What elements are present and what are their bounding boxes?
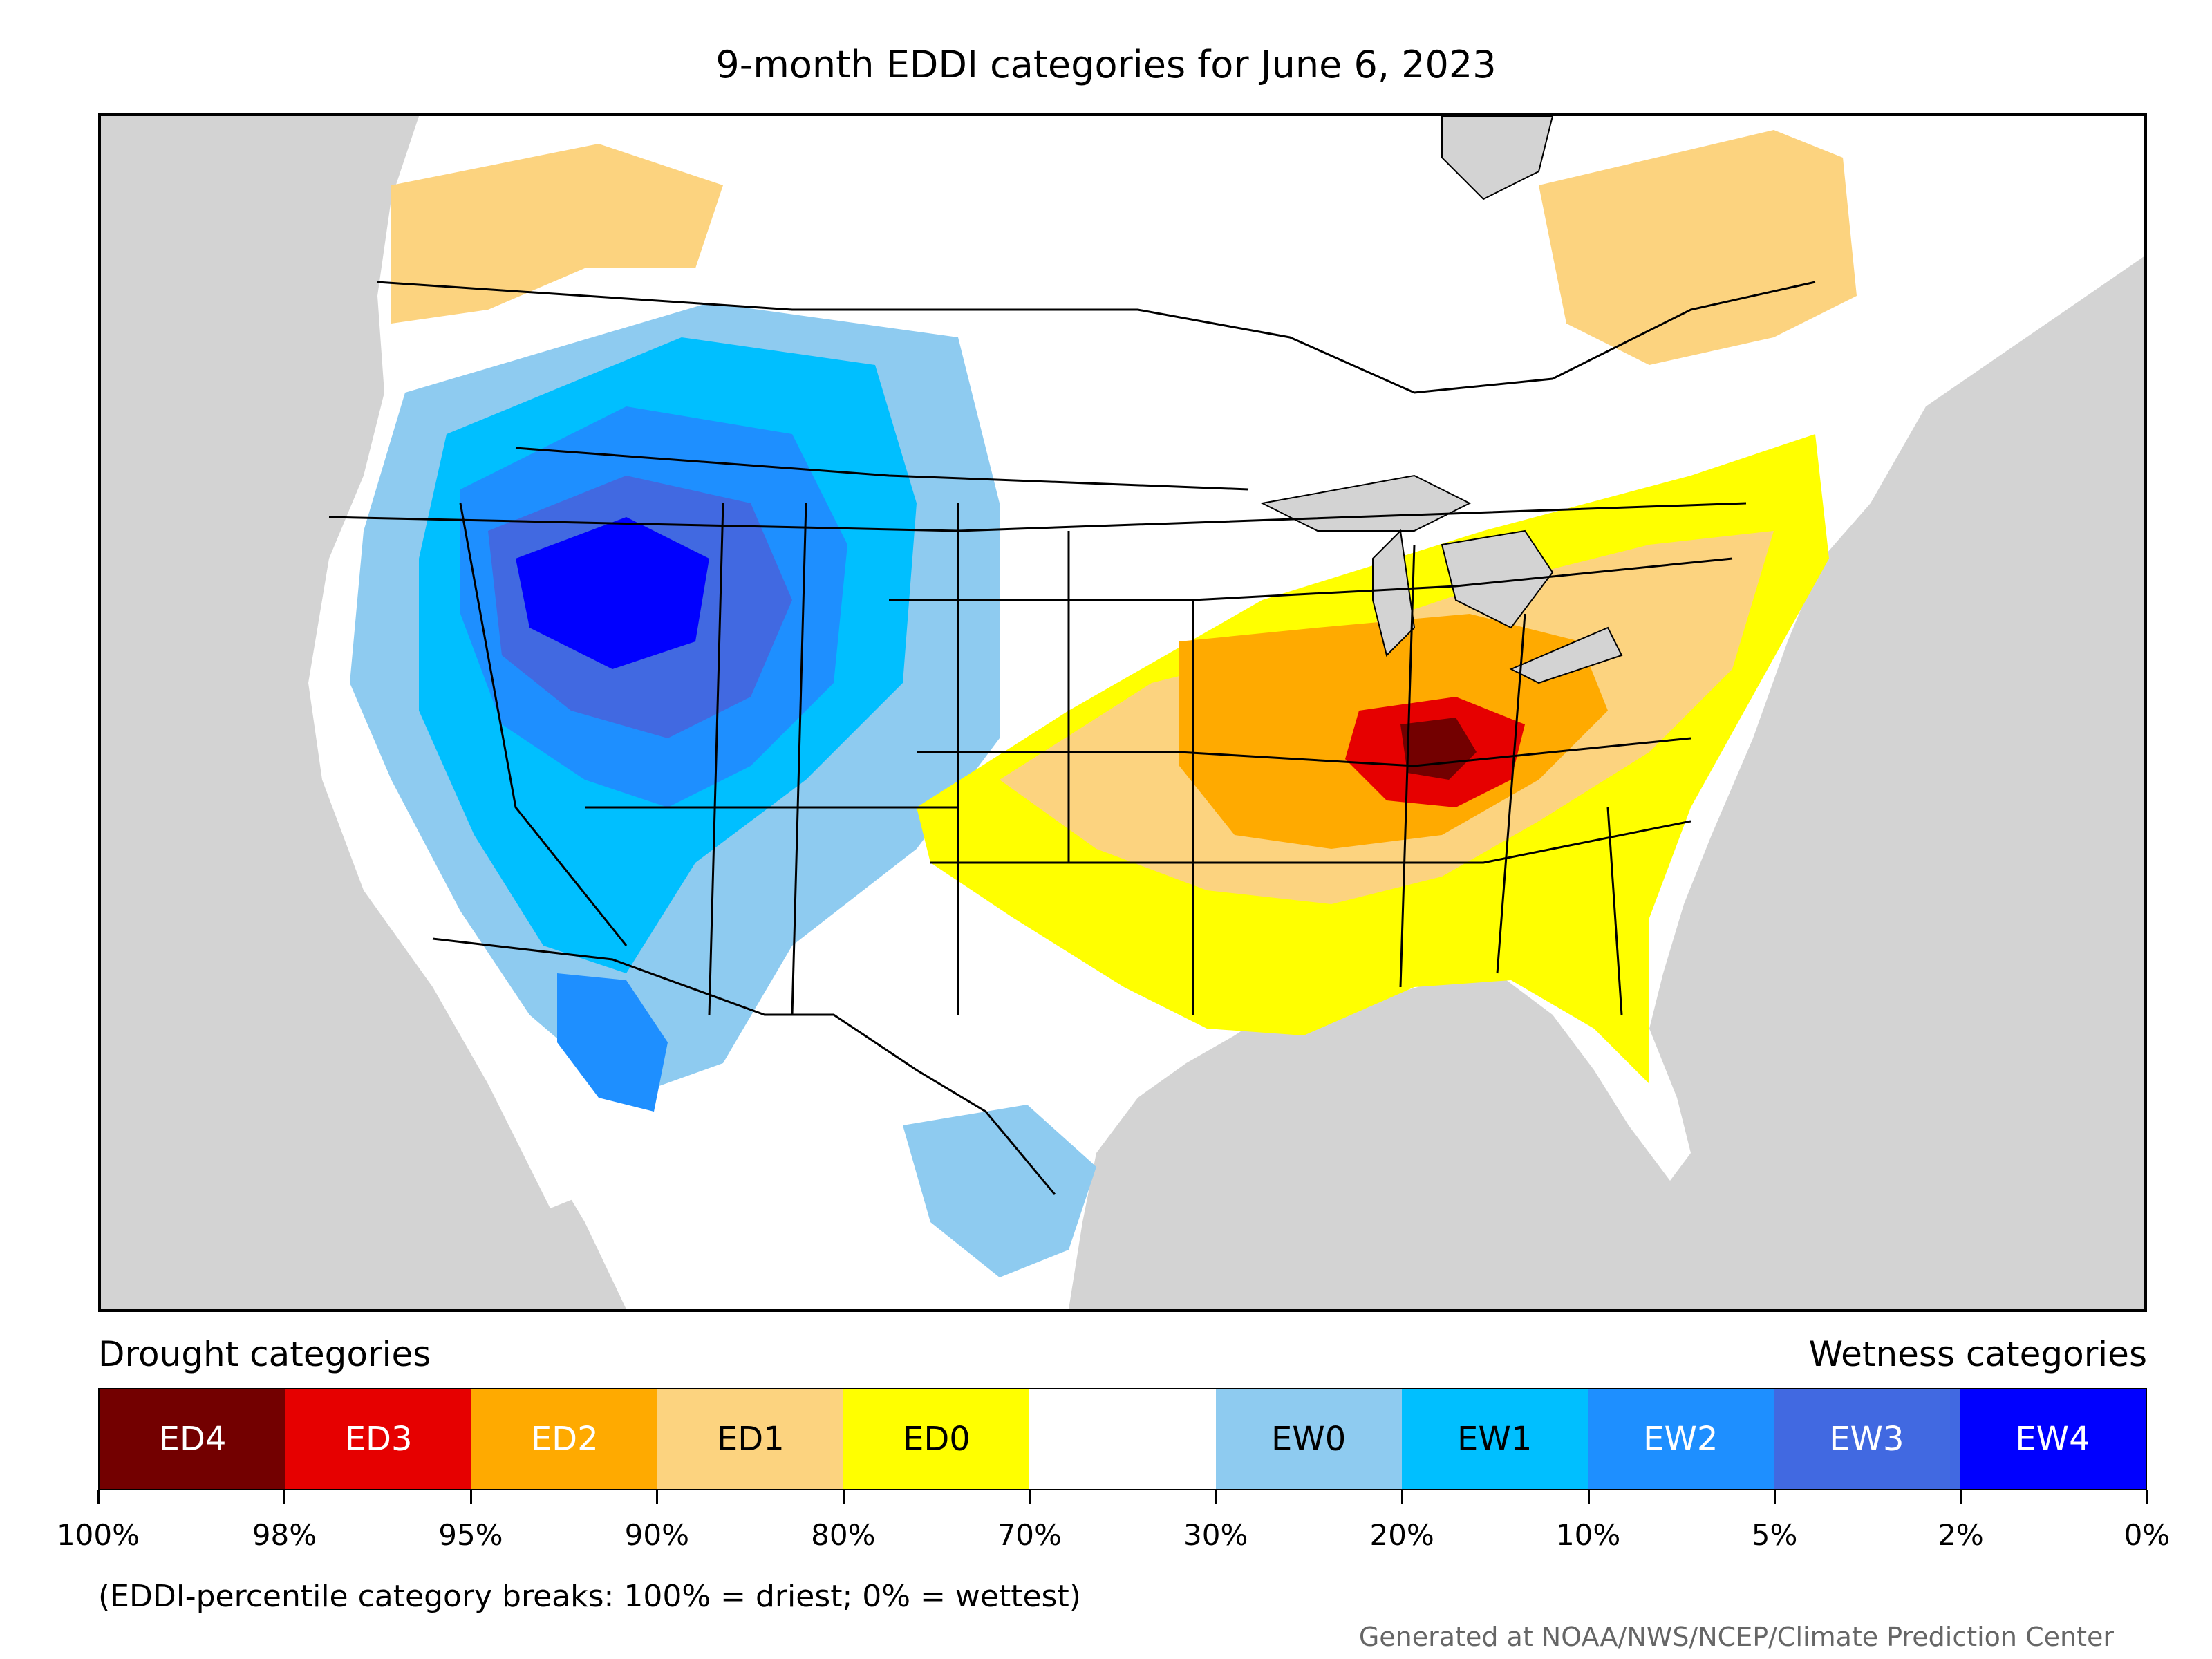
hudson-bay-south (1441, 116, 1554, 200)
colorbar-tick (1774, 1490, 1777, 1504)
colorbar-tick (469, 1490, 472, 1504)
colorbar-cell-ed3: ED3 (285, 1389, 472, 1489)
category-colorbar: ED4 ED3 ED2 ED1 ED0 EW0 EW1 EW2 EW3 EW4 (98, 1388, 2147, 1490)
colorbar-tick (842, 1490, 845, 1504)
colorbar-tick-label: 2% (1938, 1518, 1984, 1552)
colorbar-tick-label: 20% (1369, 1518, 1434, 1552)
colorbar-tick (1401, 1490, 1404, 1504)
ed4-region-midwest (1400, 718, 1477, 780)
credit-line: Generated at NOAA/NWS/NCEP/Climate Predi… (1358, 1622, 2114, 1652)
colorbar-tick (1215, 1490, 1217, 1504)
state-borders (328, 447, 1747, 1015)
colorbar-cell-ew0: EW0 (1215, 1389, 1402, 1489)
colorbar-tick-label: 95% (438, 1518, 503, 1552)
ew0-region-south-texas (903, 1105, 1096, 1277)
ed1-region-northwest (391, 144, 723, 324)
colorbar-tick-label: 0% (2124, 1518, 2171, 1552)
colorbar-tick-label: 5% (1751, 1518, 1798, 1552)
ew2-region-southwest (557, 973, 668, 1112)
colorbar-tick (1029, 1490, 1031, 1504)
colorbar-tick-label: 100% (56, 1518, 140, 1552)
colorbar-cell-ew4: EW4 (1959, 1389, 2146, 1489)
colorbar-cell-ed2: ED2 (471, 1389, 658, 1489)
colorbar-cell-ed0: ED0 (843, 1389, 1030, 1489)
colorbar-tick (1960, 1490, 1962, 1504)
colorbar-tick-label: 70% (997, 1518, 1062, 1552)
mexico-us-border (432, 937, 1056, 1195)
canada-us-border (377, 281, 1816, 394)
colorbar-tick (283, 1490, 286, 1504)
colorbar-tick-label: 30% (1183, 1518, 1248, 1552)
colorbar-cell-ew3: EW3 (1773, 1389, 1960, 1489)
colorbar-cell-ew1: EW1 (1401, 1389, 1588, 1489)
colorbar-tick-labels: 100% 98% 95% 90% 80% 70% 30% 20% 10% 5% 2% 0% (57, 1518, 2170, 1559)
colorbar-tick-label: 80% (811, 1518, 876, 1552)
baja-peninsula (440, 939, 585, 1208)
colorbar-tick (2146, 1490, 2148, 1504)
map-title: 9-month EDDI categories for June 6, 2023 (715, 43, 1497, 86)
colorbar-ticks (97, 1490, 2148, 1504)
eddi-map (98, 113, 2147, 1312)
colorbar-tick (1587, 1490, 1590, 1504)
colorbar-tick-label: 90% (624, 1518, 690, 1552)
ew4-region-west (516, 517, 709, 669)
colorbar-tick-label: 10% (1555, 1518, 1621, 1552)
great-lakes (1259, 474, 1623, 684)
drought-categories-title: Drought categories (98, 1334, 431, 1374)
colorbar-tick (656, 1490, 659, 1504)
ed1-region-quebec (1539, 130, 1857, 365)
wetness-categories-title: Wetness categories (1808, 1334, 2147, 1374)
category-breaks-note: (EDDI-percentile category breaks: 100% =… (98, 1579, 1081, 1614)
colorbar-cell-neutral (1029, 1389, 1216, 1489)
colorbar-cell-ed1: ED1 (657, 1389, 844, 1489)
colorbar-tick (97, 1490, 100, 1504)
colorbar-cell-ew2: EW2 (1587, 1389, 1774, 1489)
colorbar-tick-label: 98% (252, 1518, 317, 1552)
colorbar-cell-ed4: ED4 (100, 1389, 286, 1489)
